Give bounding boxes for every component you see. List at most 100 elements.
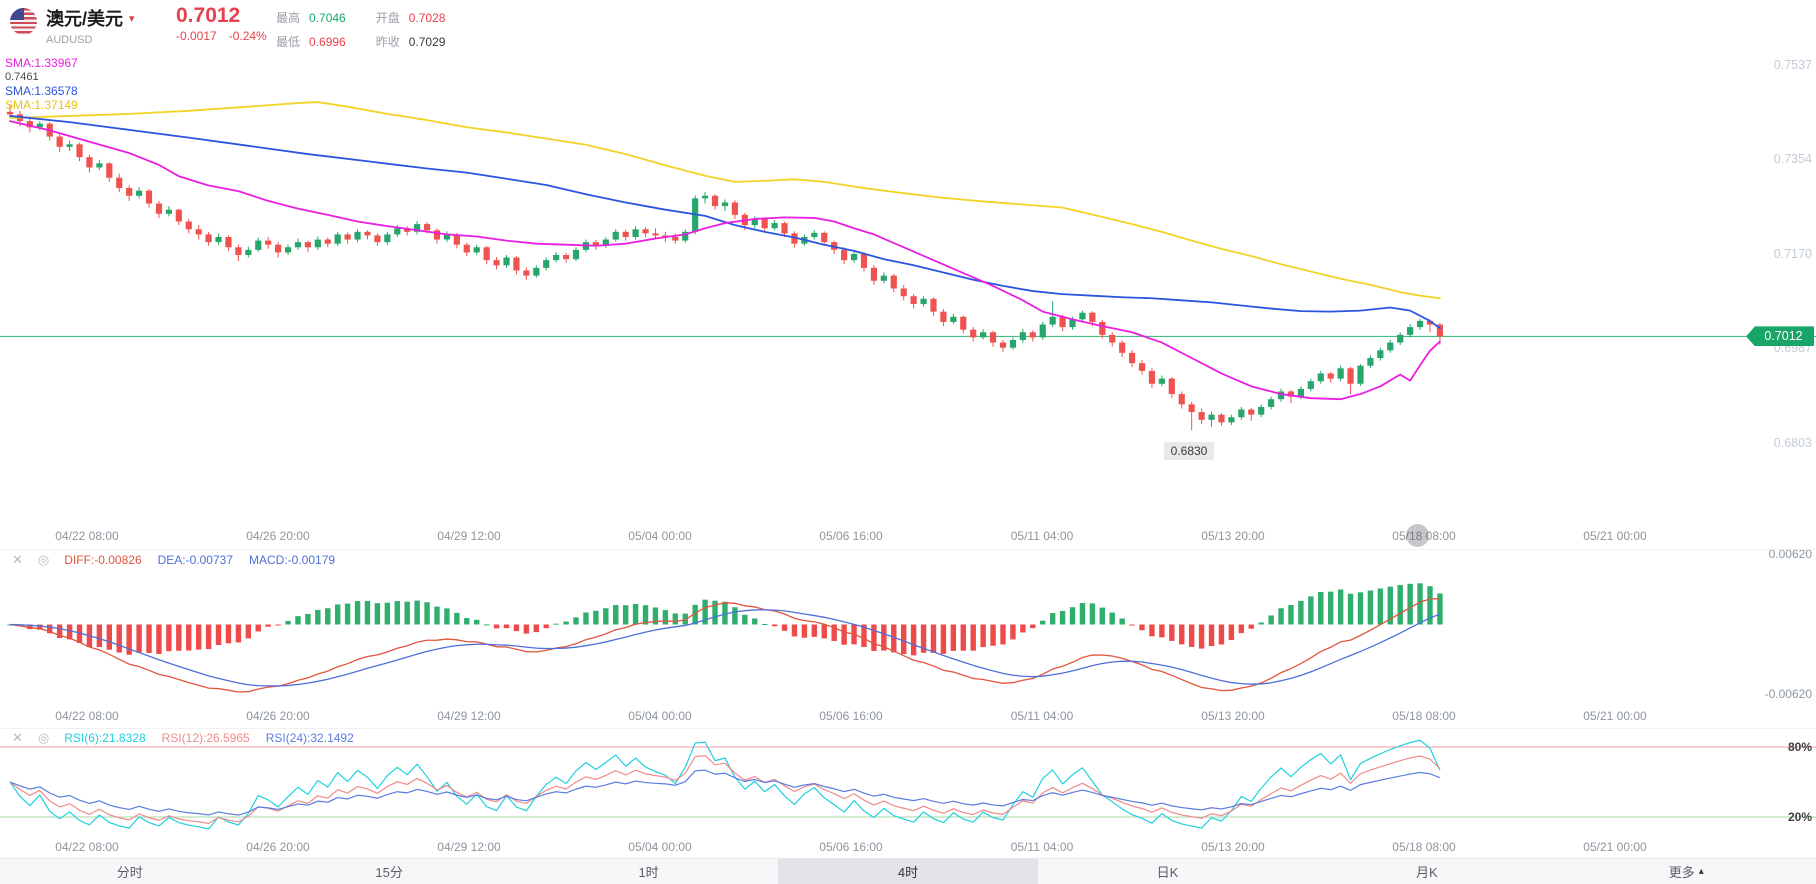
candle-body xyxy=(761,218,768,229)
macd-hist-bar xyxy=(1437,593,1443,625)
tab-timeshare[interactable]: 分时 xyxy=(0,859,259,884)
macd-hist-bar xyxy=(980,624,986,648)
tab-monthly[interactable]: 月K xyxy=(1297,859,1556,884)
candle-body xyxy=(26,121,33,128)
chevron-down-icon[interactable]: ▾ xyxy=(129,12,135,25)
rsi-axis-80: 80% xyxy=(1787,740,1812,754)
candle-body xyxy=(195,229,202,235)
candle-body xyxy=(1099,321,1106,335)
macd-hist-bar xyxy=(1208,624,1215,647)
macd-hist-bar xyxy=(791,624,798,637)
candle-body xyxy=(284,247,292,253)
tab-label: 4时 xyxy=(897,865,919,880)
settings-icon[interactable]: ◎ xyxy=(37,730,50,745)
candle-body xyxy=(850,253,858,261)
instrument-header: 澳元/美元 ▾ AUDUSD 0.7012 -0.0017 -0.24% 最高 0… xyxy=(0,0,1816,52)
stat-value: 0.6996 xyxy=(309,34,346,49)
close-icon[interactable]: ✕ xyxy=(12,730,23,745)
candle-body xyxy=(324,239,331,244)
macd-hist-bar xyxy=(1169,624,1175,641)
candle-body xyxy=(711,195,719,207)
candle-body xyxy=(920,298,927,304)
macd-hist-bar xyxy=(881,624,887,651)
rsi-chart[interactable] xyxy=(0,726,1816,836)
macd-hist-bar xyxy=(801,624,808,638)
candlestick-chart[interactable] xyxy=(0,0,1816,524)
sma-label: SMA:1.37149 xyxy=(5,98,78,112)
macd-hist-bar xyxy=(742,614,748,625)
macd-hist-bar xyxy=(1198,624,1205,649)
macd-hist-bar xyxy=(146,624,152,653)
macd-hist-bar xyxy=(682,613,688,625)
candle-body xyxy=(1138,363,1146,371)
macd-hist-bar xyxy=(821,624,827,639)
macd-hist-bar xyxy=(1367,590,1374,625)
tab-1hour[interactable]: 1时 xyxy=(519,859,778,884)
time-label: 05/06 16:00 xyxy=(819,709,883,723)
macd-hist-bar xyxy=(225,624,232,644)
macd-dea-line xyxy=(9,609,1441,687)
macd-hist-bar xyxy=(1000,624,1006,645)
tab-15min[interactable]: 15分 xyxy=(259,859,518,884)
tab-4hour[interactable]: 4时 xyxy=(778,859,1038,884)
settings-icon[interactable]: ◎ xyxy=(37,552,50,567)
macd-hist-bar xyxy=(811,624,818,637)
macd-hist-bar xyxy=(960,624,966,651)
candle-body xyxy=(96,163,103,168)
time-label: 05/21 00:00 xyxy=(1583,709,1647,723)
macd-hist-bar xyxy=(235,624,242,643)
macd-hist-bar xyxy=(1159,624,1165,638)
pair-title-block: 澳元/美元 ▾ AUDUSD xyxy=(46,5,135,46)
tab-more[interactable]: 更多 ▴ xyxy=(1557,859,1816,884)
candle-body xyxy=(473,247,480,253)
macd-hist-bar xyxy=(295,616,301,625)
macd-hist-bar xyxy=(374,603,381,625)
candle-body xyxy=(980,332,987,338)
candle-body xyxy=(1109,334,1116,343)
close-icon[interactable]: ✕ xyxy=(12,552,23,567)
macd-hist-bar xyxy=(37,624,43,630)
macd-axis-min: -0.00620 xyxy=(1764,687,1812,701)
candle-body xyxy=(1436,324,1444,337)
candle-body xyxy=(900,288,907,297)
candle-body xyxy=(1268,399,1275,407)
tab-label: 15分 xyxy=(375,865,403,880)
rsi-panel-header: ✕ ◎ RSI(6):21.8328 RSI(12):26.5965 RSI(24)… xyxy=(12,729,354,747)
candle-body xyxy=(1119,342,1126,353)
rsi-value: RSI(12):26.5965 xyxy=(161,731,250,745)
candle-body xyxy=(1019,332,1026,340)
candle-body xyxy=(175,209,182,222)
macd-hist-bar xyxy=(990,624,996,646)
macd-hist-bar xyxy=(47,624,53,634)
tab-daily[interactable]: 日K xyxy=(1038,859,1297,884)
candle-body xyxy=(533,267,540,276)
candle-body xyxy=(1009,339,1017,348)
pair-title[interactable]: 澳元/美元 xyxy=(46,9,124,29)
candle-body xyxy=(1357,365,1364,384)
macd-chart[interactable] xyxy=(0,550,1816,702)
macd-hist-bar xyxy=(1288,605,1294,625)
candle-body xyxy=(781,223,788,234)
time-label: 05/13 20:00 xyxy=(1201,528,1265,543)
macd-hist-bar xyxy=(27,624,33,630)
candle-body xyxy=(483,247,490,261)
macd-panel-header: ✕ ◎ DIFF:-0.00826 DEA:-0.00737 MACD:-0.001… xyxy=(12,551,335,569)
macd-hist-bar xyxy=(176,624,182,651)
macd-hist-bar xyxy=(245,624,252,639)
candle-body xyxy=(602,239,609,246)
candle-body xyxy=(612,231,619,240)
candle-body xyxy=(632,229,639,237)
candle-body xyxy=(841,249,848,261)
price-axis-label: 0.6803 xyxy=(1773,436,1812,450)
candle-body xyxy=(1367,358,1374,366)
candle-body xyxy=(1327,373,1334,379)
macd-hist-bar xyxy=(1298,600,1304,625)
macd-hist-bar xyxy=(1069,607,1076,625)
macd-hist-bar xyxy=(76,624,83,644)
candle-body xyxy=(791,233,798,244)
sma-overlay: SMA:1.33967 0.7461 SMA:1.36578 SMA:1.37149 xyxy=(5,56,78,112)
candle-body xyxy=(880,275,887,281)
candle-body xyxy=(344,234,351,240)
time-label: 04/29 12:00 xyxy=(437,528,501,543)
macd-hist-bar xyxy=(732,607,738,625)
